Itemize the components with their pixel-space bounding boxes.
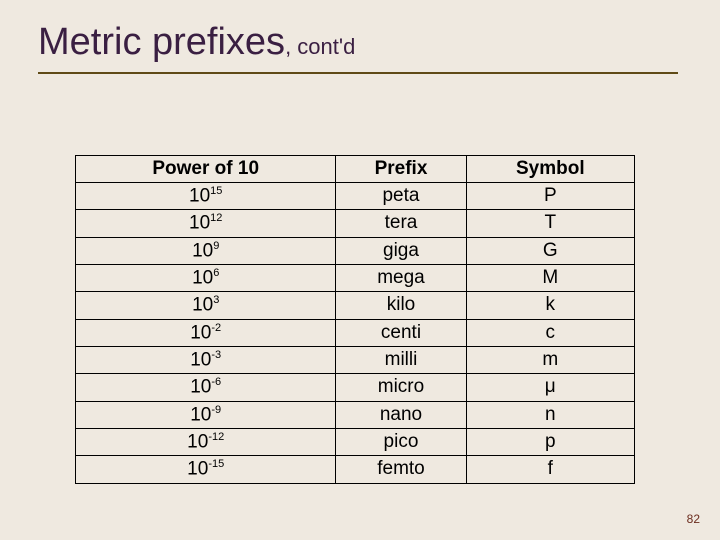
power-base: 10 (187, 431, 208, 452)
cell-prefix: milli (336, 346, 466, 373)
cell-symbol: T (466, 210, 634, 237)
cell-prefix: micro (336, 374, 466, 401)
cell-power: 10-6 (76, 374, 336, 401)
table-row: 10-3millim (76, 346, 635, 373)
table-header-row: Power of 10 Prefix Symbol (76, 156, 635, 183)
table-body: 1015petaP1012teraT109gigaG106megaM103kil… (76, 183, 635, 484)
slide-title: Metric prefixes, cont'd (38, 22, 682, 64)
cell-prefix: tera (336, 210, 466, 237)
cell-prefix: nano (336, 401, 466, 428)
cell-prefix: peta (336, 183, 466, 210)
cell-prefix: femto (336, 456, 466, 483)
cell-prefix: giga (336, 237, 466, 264)
power-exponent: 9 (213, 240, 219, 252)
table-row: 10-6microμ (76, 374, 635, 401)
cell-symbol: k (466, 292, 634, 319)
cell-power: 106 (76, 264, 336, 291)
table-row: 10-9nanon (76, 401, 635, 428)
cell-power: 10-2 (76, 319, 336, 346)
power-exponent: 6 (213, 267, 219, 279)
power-base: 10 (190, 404, 211, 425)
cell-symbol: M (466, 264, 634, 291)
cell-symbol: G (466, 237, 634, 264)
cell-symbol: c (466, 319, 634, 346)
table-row: 10-12picop (76, 428, 635, 455)
title-main: Metric prefixes (38, 21, 285, 63)
title-sub: , cont'd (285, 34, 355, 59)
header-prefix: Prefix (336, 156, 466, 183)
cell-power: 10-15 (76, 456, 336, 483)
power-base: 10 (192, 267, 213, 288)
slide: Metric prefixes, cont'd Power of 10 Pref… (0, 0, 720, 540)
table-row: 106megaM (76, 264, 635, 291)
power-exponent: -6 (211, 376, 221, 388)
power-exponent: 3 (213, 294, 219, 306)
power-exponent: -15 (208, 458, 224, 470)
cell-symbol: μ (466, 374, 634, 401)
cell-prefix: centi (336, 319, 466, 346)
cell-power: 1012 (76, 210, 336, 237)
power-base: 10 (190, 377, 211, 398)
table-row: 10-2centic (76, 319, 635, 346)
cell-prefix: mega (336, 264, 466, 291)
title-underline (38, 72, 678, 74)
power-base: 10 (187, 459, 208, 480)
table-row: 10-15femtof (76, 456, 635, 483)
power-base: 10 (189, 185, 210, 206)
power-exponent: -3 (211, 349, 221, 361)
header-power: Power of 10 (76, 156, 336, 183)
table-row: 1015petaP (76, 183, 635, 210)
power-exponent: -9 (211, 404, 221, 416)
metric-prefix-table: Power of 10 Prefix Symbol 1015petaP1012t… (75, 155, 635, 484)
power-base: 10 (190, 322, 211, 343)
cell-prefix: pico (336, 428, 466, 455)
page-number: 82 (687, 512, 700, 526)
cell-symbol: m (466, 346, 634, 373)
cell-prefix: kilo (336, 292, 466, 319)
cell-symbol: f (466, 456, 634, 483)
cell-power: 109 (76, 237, 336, 264)
power-exponent: 15 (210, 185, 222, 197)
cell-power: 10-9 (76, 401, 336, 428)
power-exponent: 12 (210, 212, 222, 224)
cell-power: 10-3 (76, 346, 336, 373)
cell-symbol: n (466, 401, 634, 428)
cell-symbol: P (466, 183, 634, 210)
power-exponent: -12 (208, 431, 224, 443)
table-row: 109gigaG (76, 237, 635, 264)
table-row: 103kilok (76, 292, 635, 319)
cell-power: 1015 (76, 183, 336, 210)
cell-power: 10-12 (76, 428, 336, 455)
title-block: Metric prefixes, cont'd (38, 22, 682, 74)
power-base: 10 (192, 295, 213, 316)
table-row: 1012teraT (76, 210, 635, 237)
power-base: 10 (192, 240, 213, 261)
power-base: 10 (189, 213, 210, 234)
power-base: 10 (190, 349, 211, 370)
header-symbol: Symbol (466, 156, 634, 183)
power-exponent: -2 (211, 322, 221, 334)
cell-symbol: p (466, 428, 634, 455)
cell-power: 103 (76, 292, 336, 319)
